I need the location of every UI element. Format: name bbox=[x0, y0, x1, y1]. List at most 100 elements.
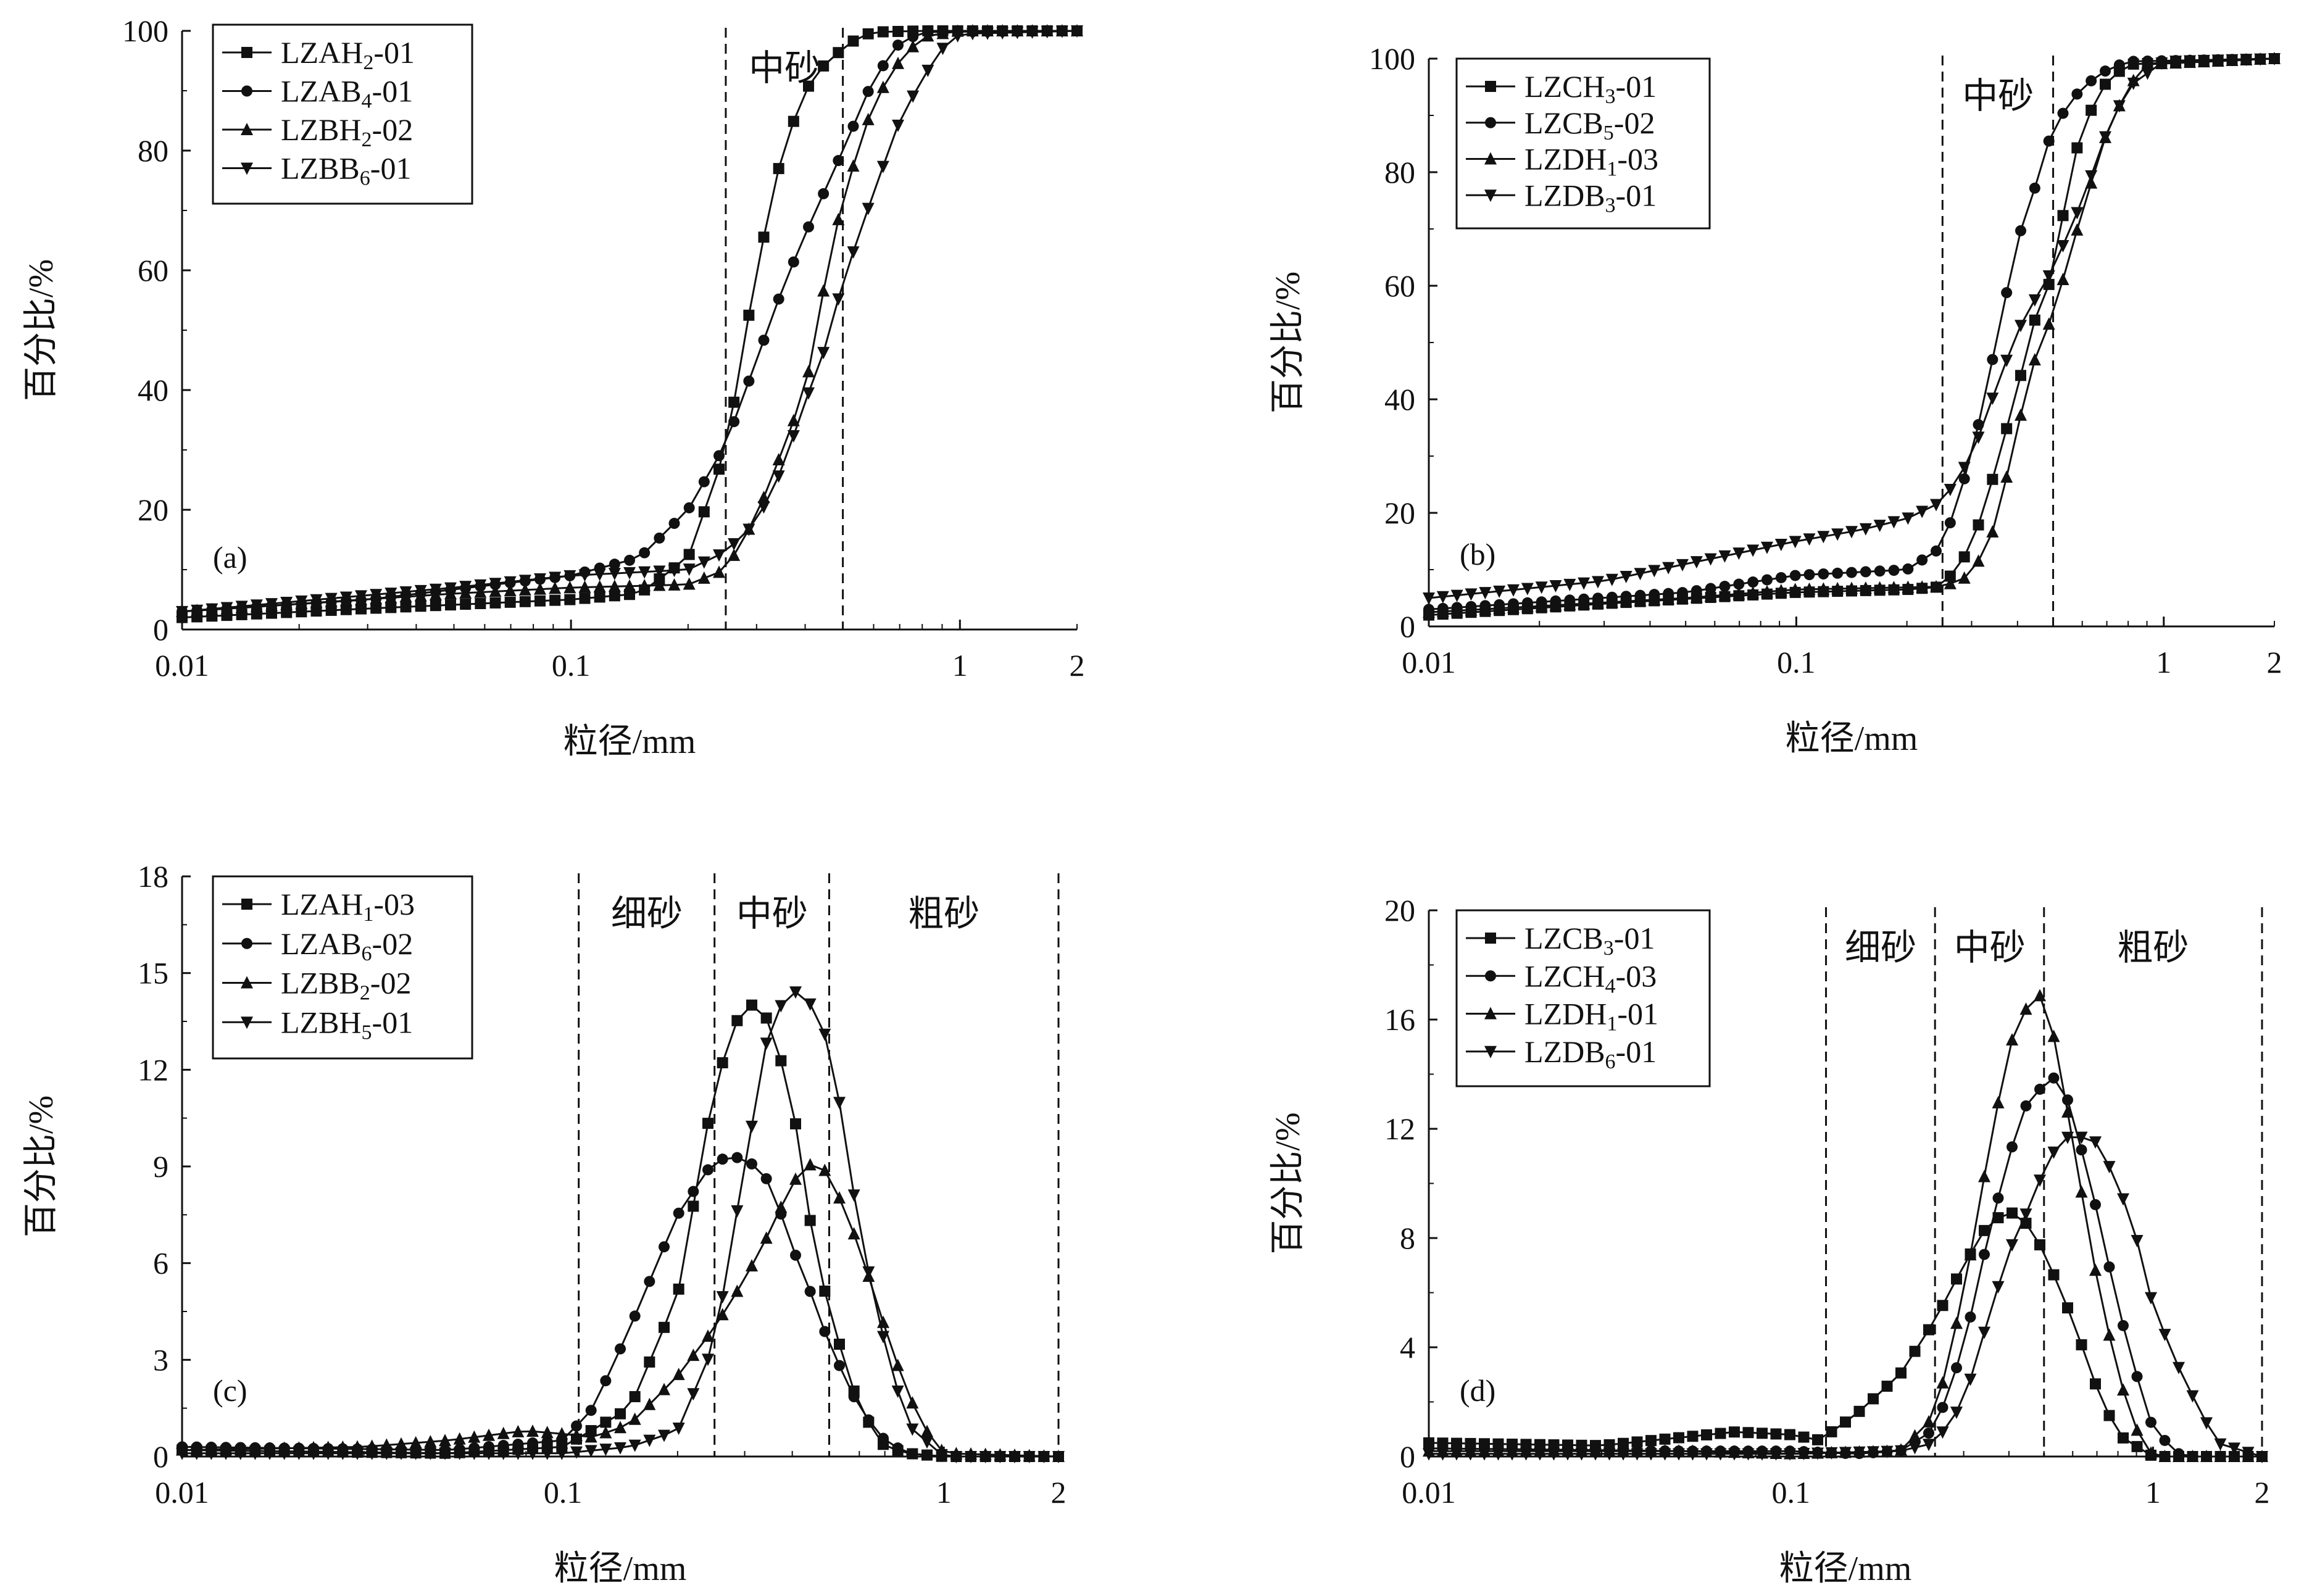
data-point bbox=[624, 554, 635, 566]
data-point bbox=[609, 590, 620, 602]
data-point bbox=[1732, 547, 1745, 560]
data-point bbox=[1521, 583, 1534, 596]
data-point bbox=[1686, 1448, 1699, 1461]
data-point bbox=[688, 1200, 699, 1212]
data-point bbox=[2159, 1434, 2171, 1446]
data-point bbox=[834, 1339, 845, 1350]
data-point bbox=[804, 998, 817, 1011]
data-point bbox=[697, 556, 710, 569]
data-point bbox=[579, 592, 591, 604]
data-point bbox=[668, 518, 680, 530]
data-point bbox=[1507, 601, 1520, 613]
data-point bbox=[1492, 1448, 1505, 1461]
data-point bbox=[1895, 1367, 1907, 1379]
panel-tag: (c) bbox=[213, 1373, 247, 1408]
legend-marker bbox=[241, 976, 253, 989]
data-point bbox=[1589, 1448, 1602, 1461]
y-tick-label: 6 bbox=[153, 1246, 168, 1281]
data-point bbox=[2100, 65, 2111, 77]
data-point bbox=[2062, 1094, 2073, 1106]
y-tick-label: 20 bbox=[1384, 496, 1415, 530]
data-point bbox=[1617, 1448, 1629, 1461]
legend-box bbox=[1455, 909, 1711, 1087]
data-point bbox=[1986, 393, 1999, 405]
data-point bbox=[295, 595, 308, 608]
legend-entry: LZBH2-02 bbox=[281, 112, 413, 151]
data-point bbox=[921, 1436, 933, 1449]
data-point bbox=[527, 1437, 538, 1449]
data-point bbox=[489, 578, 502, 591]
series-lzcb bbox=[1423, 1207, 2268, 1462]
zone-label: 中砂 bbox=[1954, 928, 2026, 968]
data-point bbox=[1936, 1426, 1949, 1439]
data-point bbox=[1944, 484, 1957, 497]
data-point bbox=[1465, 603, 1478, 616]
data-point bbox=[249, 1447, 262, 1460]
data-point bbox=[639, 547, 651, 559]
data-point bbox=[713, 450, 725, 462]
data-point bbox=[654, 532, 665, 544]
data-point bbox=[623, 567, 636, 580]
legend-marker bbox=[241, 899, 252, 910]
data-point bbox=[698, 476, 710, 488]
data-point bbox=[833, 155, 844, 167]
data-point bbox=[2057, 240, 2069, 253]
data-point bbox=[818, 1163, 831, 1176]
data-point bbox=[453, 1432, 466, 1445]
data-point bbox=[2090, 1378, 2101, 1390]
data-point bbox=[1592, 576, 1604, 589]
data-point bbox=[1450, 589, 1463, 602]
data-point bbox=[1507, 584, 1520, 597]
data-point bbox=[608, 568, 621, 581]
data-point bbox=[307, 1447, 320, 1460]
data-point bbox=[2131, 1371, 2143, 1382]
data-point bbox=[518, 583, 531, 596]
data-point bbox=[643, 1397, 656, 1410]
data-point bbox=[365, 1447, 378, 1460]
data-point bbox=[504, 596, 516, 608]
data-point bbox=[1987, 354, 1998, 365]
data-point bbox=[395, 1437, 407, 1450]
data-point bbox=[760, 1231, 773, 1244]
data-point bbox=[862, 1266, 875, 1279]
y-axis-title: 百分比/% bbox=[1269, 1112, 1307, 1254]
data-point bbox=[2019, 1208, 2032, 1221]
y-tick-label: 0 bbox=[1400, 609, 1415, 644]
legend-entry: LZDH1-01 bbox=[1524, 997, 1658, 1036]
data-point bbox=[2071, 142, 2083, 154]
data-point bbox=[716, 1291, 729, 1303]
legend-marker bbox=[1484, 1045, 1497, 1058]
data-point bbox=[702, 1164, 713, 1176]
data-point bbox=[2200, 1450, 2213, 1462]
data-point bbox=[1944, 576, 1957, 589]
data-point bbox=[1881, 1445, 1894, 1458]
data-point bbox=[668, 565, 681, 578]
x-tick-label: 2 bbox=[2267, 645, 2282, 680]
data-point bbox=[1563, 597, 1576, 610]
data-point bbox=[2086, 75, 2097, 86]
data-point bbox=[921, 64, 934, 77]
data-point bbox=[518, 575, 531, 588]
data-point bbox=[2029, 314, 2040, 326]
data-point bbox=[555, 1427, 568, 1440]
data-point bbox=[907, 39, 920, 52]
data-point bbox=[833, 1097, 846, 1110]
data-point bbox=[2131, 1440, 2143, 1452]
data-point bbox=[2113, 59, 2125, 71]
data-point bbox=[1902, 512, 1915, 525]
data-point bbox=[1845, 526, 1858, 539]
y-tick-label: 80 bbox=[138, 133, 168, 168]
data-point bbox=[564, 581, 576, 594]
data-point bbox=[1742, 1448, 1755, 1461]
data-point bbox=[1965, 1311, 1976, 1323]
legend-marker bbox=[1485, 81, 1496, 92]
y-tick-label: 0 bbox=[153, 612, 168, 647]
data-point bbox=[2015, 225, 2026, 236]
data-point bbox=[687, 1349, 700, 1361]
data-point bbox=[1887, 516, 1900, 529]
data-point bbox=[1817, 531, 1830, 544]
data-point bbox=[1747, 576, 1759, 588]
data-point bbox=[1757, 1428, 1768, 1439]
data-point bbox=[2043, 135, 2055, 147]
